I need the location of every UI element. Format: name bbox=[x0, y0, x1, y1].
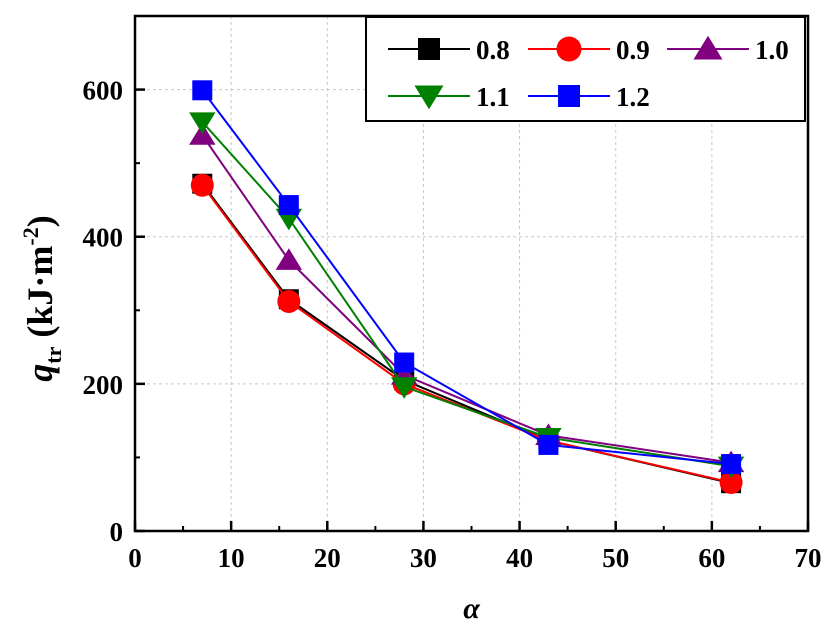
y-tick-label: 600 bbox=[83, 76, 124, 106]
data-point-1.1 bbox=[391, 377, 418, 399]
x-tick-label: 40 bbox=[506, 543, 533, 573]
legend-label-0.8: 0.8 bbox=[476, 35, 510, 65]
legend-marker-1.1 bbox=[414, 85, 444, 110]
x-tick-label: 50 bbox=[602, 543, 629, 573]
y-tick-label: 200 bbox=[83, 370, 124, 400]
series-line-0.9 bbox=[201, 184, 732, 484]
x-axis-title: α bbox=[463, 592, 480, 625]
y-tick-label: 400 bbox=[83, 223, 124, 253]
data-point-1.2 bbox=[192, 80, 213, 101]
y-axis-title-close: ) bbox=[20, 215, 60, 227]
y-tick-label: 0 bbox=[110, 517, 124, 547]
data-point-0.9 bbox=[190, 173, 214, 197]
series-layer bbox=[189, 80, 745, 494]
x-tick-label: 0 bbox=[128, 543, 142, 573]
legend-marker-1.2 bbox=[558, 85, 580, 107]
data-point-1.0 bbox=[189, 123, 216, 145]
legend-marker-1.0 bbox=[693, 35, 723, 60]
series-1.0 bbox=[189, 123, 745, 473]
legend-marker-0.9 bbox=[556, 36, 582, 62]
series-1.2 bbox=[192, 80, 742, 475]
data-point-1.0 bbox=[275, 248, 303, 270]
data-point-0.9 bbox=[719, 470, 743, 494]
legend-marker-0.8 bbox=[418, 38, 440, 60]
legend-label-1.2: 1.2 bbox=[616, 82, 650, 112]
legend-label-1.0: 1.0 bbox=[755, 35, 789, 65]
series-line-0.8 bbox=[201, 183, 732, 485]
x-tick-label: 70 bbox=[795, 543, 822, 573]
x-tick-label: 30 bbox=[410, 543, 437, 573]
data-point-1.2 bbox=[394, 352, 415, 373]
series-1.1 bbox=[189, 112, 745, 479]
legend: 0.8 0.9 1.0 1.1 1.2 bbox=[365, 16, 806, 122]
legend-label-1.1: 1.1 bbox=[476, 82, 510, 112]
x-tick-label: 20 bbox=[314, 543, 341, 573]
y-axis-title-symbol: q bbox=[20, 364, 60, 382]
y-axis-title-units: (kJ·m bbox=[20, 246, 60, 347]
data-point-1.2 bbox=[721, 454, 742, 475]
series-0.9 bbox=[190, 173, 743, 494]
series-0.8 bbox=[192, 173, 742, 494]
x-tick-label: 10 bbox=[218, 543, 245, 573]
y-axis-title-superscript: -2 bbox=[18, 227, 43, 245]
data-point-1.2 bbox=[538, 434, 559, 455]
data-point-0.9 bbox=[277, 289, 301, 313]
y-axis-title-subscript: tr bbox=[41, 346, 66, 363]
data-point-1.1 bbox=[189, 112, 216, 134]
y-axis-title: qtr (kJ·m-2) bbox=[18, 215, 66, 381]
ticks: 0 10 20 30 40 50 60 70 0 200 400 600 bbox=[83, 76, 822, 573]
x-tick-label: 60 bbox=[698, 543, 725, 573]
legend-box bbox=[365, 16, 806, 122]
data-point-1.2 bbox=[278, 195, 299, 216]
legend-label-0.9: 0.9 bbox=[616, 35, 650, 65]
